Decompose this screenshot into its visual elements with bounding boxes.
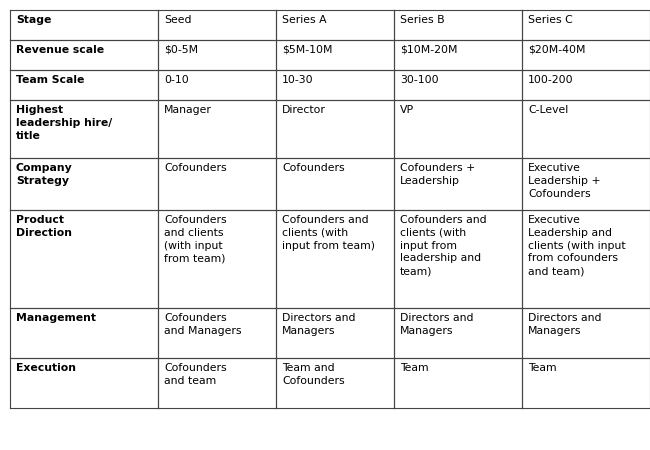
Bar [394,100,522,158]
Text: Directors and
Managers: Directors and Managers [400,313,473,336]
Bar [276,210,394,308]
Text: 0-10: 0-10 [164,75,188,85]
Bar [276,308,394,358]
Text: $20M-40M: $20M-40M [528,45,586,55]
Bar [10,70,158,100]
Bar [522,10,650,40]
Bar [10,358,158,408]
Bar [276,40,394,70]
Text: Cofounders +
Leadership: Cofounders + Leadership [400,163,475,186]
Bar [522,308,650,358]
Text: 100-200: 100-200 [528,75,573,85]
Bar [10,10,158,40]
Bar [158,158,276,210]
Text: Executive
Leadership +
Cofounders: Executive Leadership + Cofounders [528,163,601,198]
Text: Manager: Manager [164,105,212,115]
Text: Series B: Series B [400,15,445,25]
Text: Management: Management [16,313,96,323]
Text: Cofounders and
clients (with
input from team): Cofounders and clients (with input from … [282,215,375,251]
Bar [522,210,650,308]
Bar [158,40,276,70]
Text: Execution: Execution [16,363,76,373]
Bar [158,70,276,100]
Bar [276,100,394,158]
Bar [394,308,522,358]
Bar [394,40,522,70]
Bar [394,10,522,40]
Text: Series A: Series A [282,15,326,25]
Text: Executive
Leadership and
clients (with input
from cofounders
and team): Executive Leadership and clients (with i… [528,215,625,276]
Bar [522,358,650,408]
Bar [276,358,394,408]
Bar [394,158,522,210]
Bar [276,10,394,40]
Bar [158,358,276,408]
Text: Cofounders
and team: Cofounders and team [164,363,227,386]
Text: Team: Team [400,363,428,373]
Bar [10,210,158,308]
Bar [10,100,158,158]
Text: Cofounders: Cofounders [282,163,345,173]
Text: $5M-10M: $5M-10M [282,45,333,55]
Text: Cofounders: Cofounders [164,163,227,173]
Bar [394,210,522,308]
Text: Directors and
Managers: Directors and Managers [282,313,356,336]
Bar [10,158,158,210]
Bar [394,358,522,408]
Text: Team and
Cofounders: Team and Cofounders [282,363,345,386]
Text: Cofounders
and clients
(with input
from team): Cofounders and clients (with input from … [164,215,227,263]
Text: Directors and
Managers: Directors and Managers [528,313,601,336]
Bar [522,40,650,70]
Bar [522,70,650,100]
Text: VP: VP [400,105,414,115]
Text: $10M-20M: $10M-20M [400,45,458,55]
Text: Highest
leadership hire/
title: Highest leadership hire/ title [16,105,112,140]
Bar [522,100,650,158]
Bar [158,308,276,358]
Text: 30-100: 30-100 [400,75,439,85]
Text: Series C: Series C [528,15,573,25]
Bar [276,158,394,210]
Text: Director: Director [282,105,326,115]
Bar [10,308,158,358]
Text: Team Scale: Team Scale [16,75,84,85]
Text: Stage: Stage [16,15,51,25]
Bar [158,10,276,40]
Text: Team: Team [528,363,556,373]
Text: C-Level: C-Level [528,105,568,115]
Bar [158,100,276,158]
Bar [276,70,394,100]
Bar [522,158,650,210]
Bar [158,210,276,308]
Text: Cofounders and
clients (with
input from
leadership and
team): Cofounders and clients (with input from … [400,215,487,276]
Bar [394,70,522,100]
Text: Cofounders
and Managers: Cofounders and Managers [164,313,242,336]
Text: 10-30: 10-30 [282,75,313,85]
Bar [10,40,158,70]
Text: Revenue scale: Revenue scale [16,45,104,55]
Text: $0-5M: $0-5M [164,45,198,55]
Text: Company
Strategy: Company Strategy [16,163,73,186]
Text: Seed: Seed [164,15,192,25]
Text: Product
Direction: Product Direction [16,215,72,238]
